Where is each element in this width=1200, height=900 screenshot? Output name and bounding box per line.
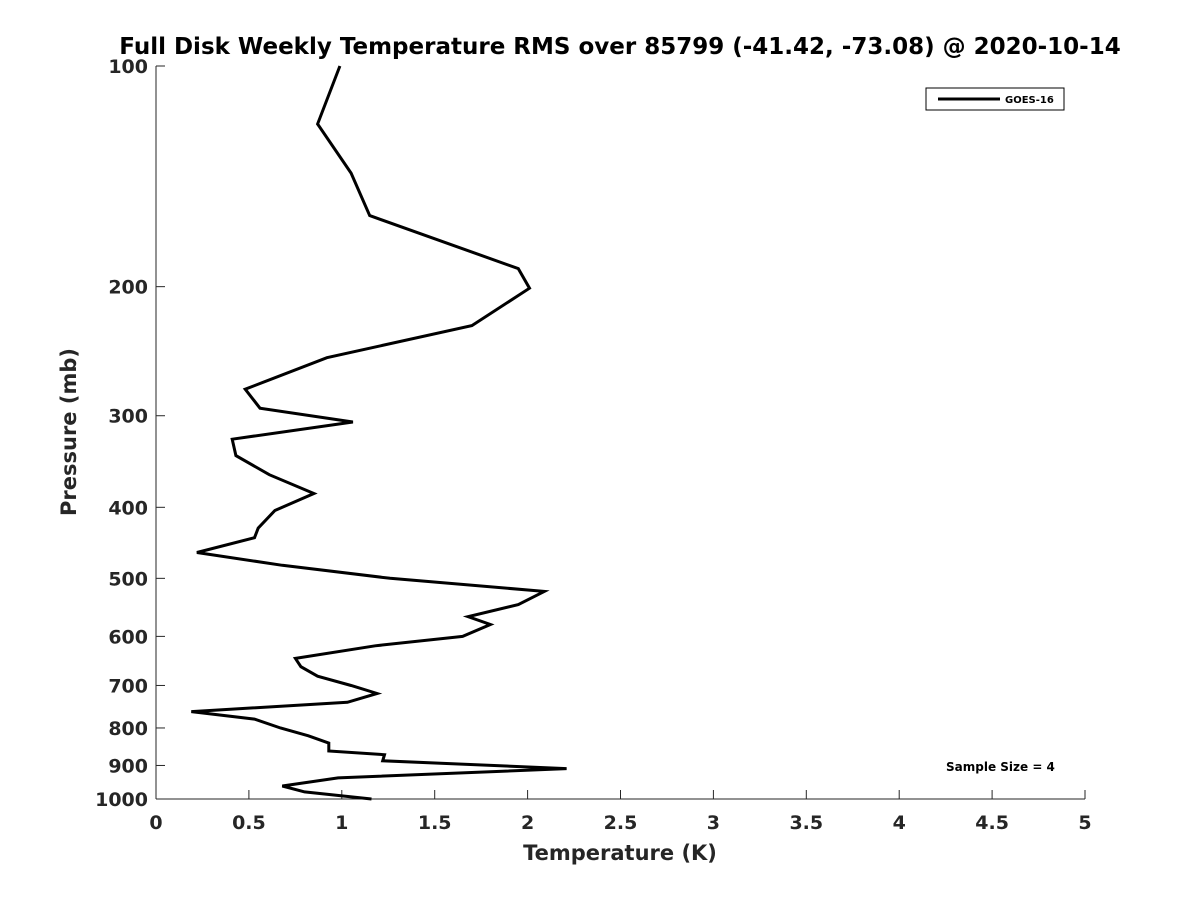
x-tick-label: 4.5 xyxy=(975,812,1009,834)
y-tick-label: 600 xyxy=(108,626,148,648)
series-line-goes-16 xyxy=(191,65,567,801)
legend: GOES-16 xyxy=(925,87,1065,111)
x-tick-label: 4 xyxy=(893,812,906,834)
x-axis-ticks: 0 0.5 1 1.5 2 2.5 3 3.5 4 4.5 5 xyxy=(149,790,1092,834)
y-axis-ticks: 100 200 300 400 500 600 700 800 900 1000 xyxy=(95,56,165,811)
y-tick-label: 100 xyxy=(108,56,148,78)
y-tick-label: 500 xyxy=(108,568,148,590)
x-tick-label: 2.5 xyxy=(604,812,638,834)
legend-label: GOES-16 xyxy=(1005,95,1054,106)
x-tick-label: 3 xyxy=(707,812,720,834)
x-tick-label: 0.5 xyxy=(232,812,266,834)
y-tick-label: 300 xyxy=(108,406,148,428)
x-tick-label: 2 xyxy=(521,812,534,834)
x-tick-label: 0 xyxy=(149,812,162,834)
y-tick-label: 900 xyxy=(108,755,148,777)
y-tick-label: 1000 xyxy=(95,789,148,811)
y-tick-label: 200 xyxy=(108,277,148,299)
x-tick-label: 1.5 xyxy=(418,812,452,834)
x-tick-label: 1 xyxy=(335,812,348,834)
x-axis-label: Temperature (K) xyxy=(523,841,717,865)
x-tick-label: 5 xyxy=(1078,812,1091,834)
chart-title: Full Disk Weekly Temperature RMS over 85… xyxy=(119,34,1121,60)
sample-size-annotation: Sample Size = 4 xyxy=(946,760,1055,774)
x-tick-label: 3.5 xyxy=(789,812,823,834)
y-tick-label: 400 xyxy=(108,497,148,519)
y-tick-label: 800 xyxy=(108,718,148,740)
y-axis-label: Pressure (mb) xyxy=(57,348,81,516)
y-tick-label: 700 xyxy=(108,675,148,697)
